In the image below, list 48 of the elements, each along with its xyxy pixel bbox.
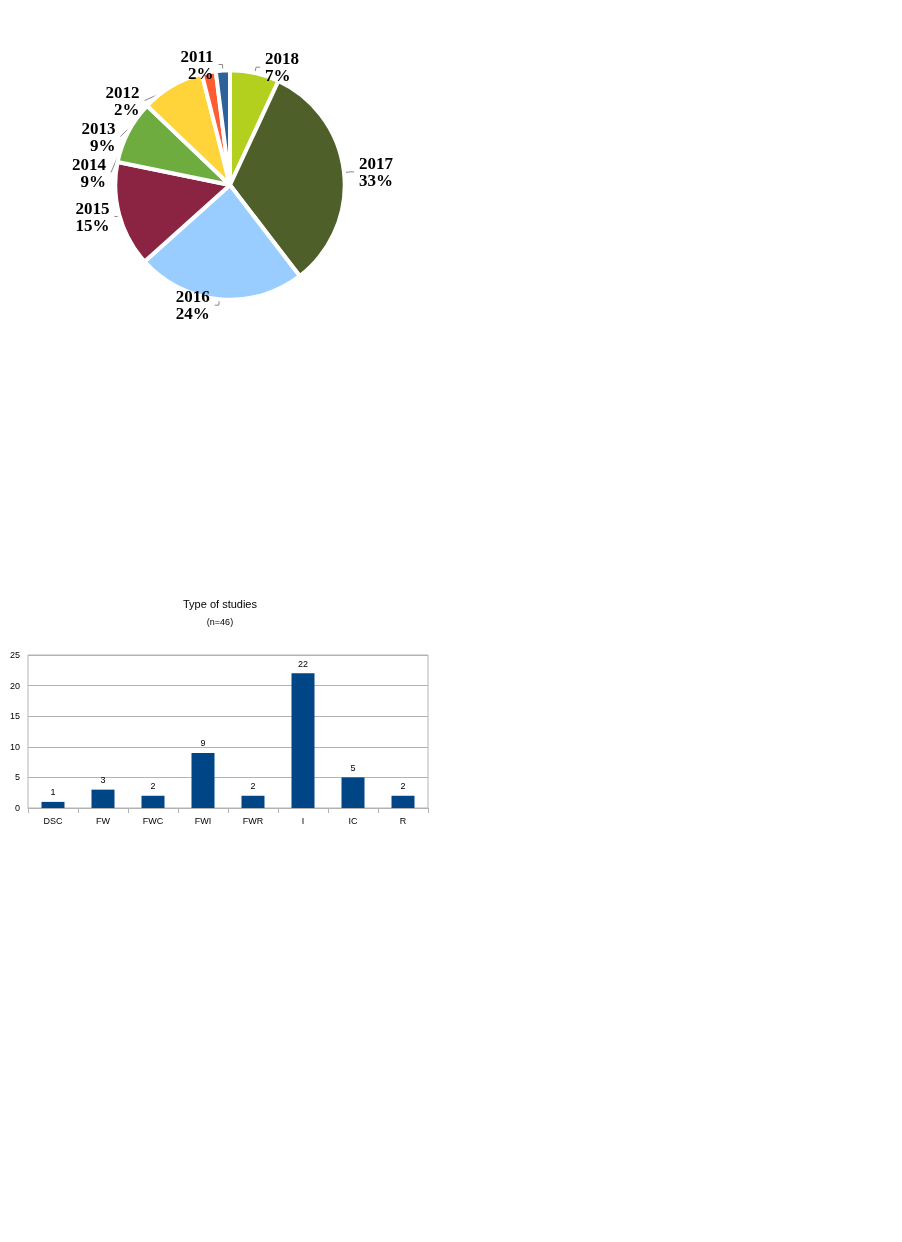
data-label: 9% xyxy=(80,171,106,191)
data-label: 7% xyxy=(265,66,291,86)
data-label: 2 xyxy=(250,781,256,792)
bar xyxy=(241,795,265,808)
bar xyxy=(141,795,165,808)
bar xyxy=(91,789,115,808)
slice-label: 2012 xyxy=(105,82,140,102)
slice-label: 2013 xyxy=(81,118,116,138)
y-tick-label: 25 xyxy=(9,650,20,660)
data-label: 22 xyxy=(297,658,309,669)
data-label: 33% xyxy=(358,170,393,190)
x-tick-label: FWC xyxy=(142,815,164,826)
y-tick-label: 5 xyxy=(14,772,20,783)
x-tick-label: FWR xyxy=(242,815,264,826)
chart-subtitle: (n=46) xyxy=(206,616,234,627)
data-label: 5 xyxy=(350,762,356,773)
y-tick-label: 20 xyxy=(9,680,20,691)
bar xyxy=(41,801,65,808)
data-label: 2 xyxy=(150,781,156,792)
chart-title: Type of studies xyxy=(183,597,258,610)
data-label: 3 xyxy=(100,775,106,786)
x-tick-label: IC xyxy=(348,815,358,826)
data-label: 15% xyxy=(75,215,110,235)
x-tick-label: FW xyxy=(96,815,111,826)
x-tick-label: DSC xyxy=(43,815,63,826)
y-tick-label: 0 xyxy=(14,803,20,813)
data-label: 9 xyxy=(200,738,206,749)
bar xyxy=(341,777,365,808)
data-label: 2% xyxy=(114,99,140,119)
data-label: 2 xyxy=(400,781,406,792)
slice-label: 2015 xyxy=(75,198,110,218)
bar xyxy=(391,795,415,808)
x-tick-label: R xyxy=(399,815,407,826)
y-tick-label: 15 xyxy=(9,711,20,722)
data-label: 9% xyxy=(89,135,116,155)
slice-label: 2011 xyxy=(180,46,214,66)
slice-label: 2014 xyxy=(71,154,107,174)
slice-label: 2016 xyxy=(175,287,210,307)
y-tick-label: 10 xyxy=(9,741,20,752)
bar xyxy=(291,673,315,808)
slice-label: 2018 xyxy=(265,49,300,69)
slice-label: 2017 xyxy=(358,153,394,173)
data-label: 1 xyxy=(50,787,56,798)
data-label: 2% xyxy=(188,63,214,83)
data-label: 24% xyxy=(175,304,210,324)
bar xyxy=(191,752,215,808)
x-tick-label: I xyxy=(301,815,305,826)
x-tick-label: FWI xyxy=(194,815,212,826)
